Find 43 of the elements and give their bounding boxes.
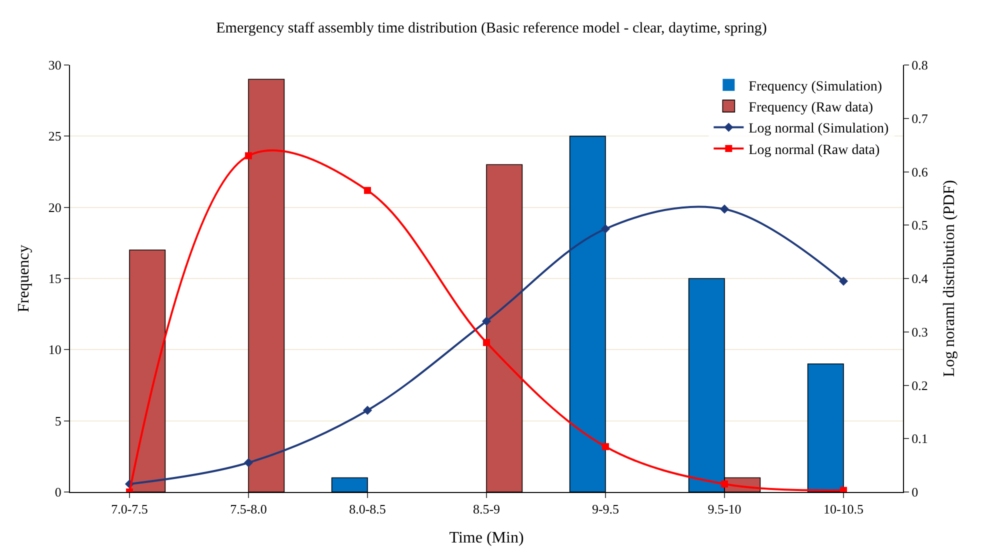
y2-tick-label: 0.5 xyxy=(912,218,928,233)
point xyxy=(244,458,254,468)
y-tick-label: 10 xyxy=(48,342,62,358)
point xyxy=(840,486,847,492)
y2-tick-label: 0 xyxy=(912,484,918,500)
legend-label: Log normal (Simulation) xyxy=(748,122,889,137)
point xyxy=(602,443,609,450)
legend-label: Frequency (Raw data) xyxy=(748,100,874,116)
y2-tick-label: 0.8 xyxy=(912,58,928,73)
legend-label: Frequency (Simulation) xyxy=(748,79,882,94)
point xyxy=(482,316,492,326)
y-axis-title: Frequency xyxy=(15,244,32,312)
point xyxy=(483,339,490,346)
y-tick-label: 15 xyxy=(48,271,62,286)
x-tick-label: 7.0-7.5 xyxy=(111,502,148,517)
x-axis-title: Time (Min) xyxy=(449,529,524,546)
y2-tick-label: 0.7 xyxy=(912,110,928,126)
x-tick-label: 10-10.5 xyxy=(823,502,864,517)
point xyxy=(720,204,730,214)
y2-axis-title: Log noraml distribution (PDF) xyxy=(941,180,958,377)
y-tick-label: 0 xyxy=(54,484,62,500)
legend-label: Log normal (Raw data) xyxy=(748,142,880,158)
x-tick-label: 9.5-10 xyxy=(708,502,742,517)
y-tick-label: 20 xyxy=(48,200,62,215)
y2-tick-label: 0.3 xyxy=(912,324,928,340)
y-tick-label: 25 xyxy=(48,128,62,144)
y-tick-label: 30 xyxy=(48,58,62,73)
x-tick-label: 9-9.5 xyxy=(592,502,620,517)
chart-title: Emergency staff assembly time distribution (Basic reference model - clear, daytime, spring) xyxy=(216,20,767,37)
y-tick-label: 5 xyxy=(54,413,62,428)
x-tick-label: 8.0-8.5 xyxy=(349,502,386,517)
point xyxy=(721,480,728,488)
y2-tick-label: 0.4 xyxy=(912,271,928,286)
point xyxy=(364,186,371,194)
y2-tick-label: 0.1 xyxy=(912,431,928,446)
point xyxy=(245,152,252,160)
x-tick-label: 7.5-8.0 xyxy=(230,502,267,517)
y2-tick-label: 0.6 xyxy=(912,164,928,180)
x-tick-label: 8.5-9 xyxy=(472,502,500,517)
point xyxy=(362,406,372,415)
y2-tick-label: 0.2 xyxy=(912,378,928,393)
point xyxy=(838,276,848,286)
point xyxy=(600,224,610,234)
